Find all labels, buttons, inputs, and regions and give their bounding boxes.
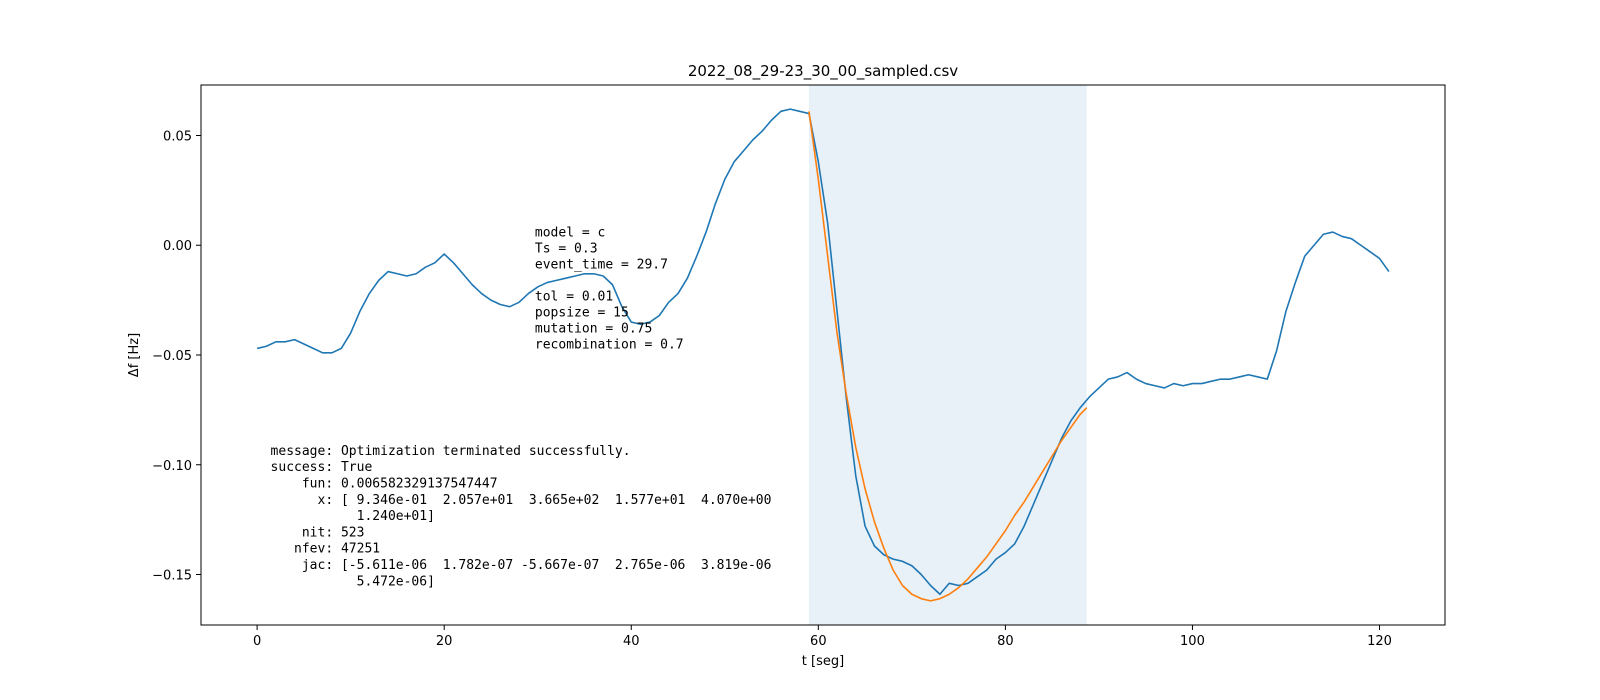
x-axis-label: t [seg] xyxy=(802,654,844,669)
param-line: popsize = 15 xyxy=(535,305,629,320)
y-tick-label: −0.10 xyxy=(152,459,192,474)
x-tick-label: 40 xyxy=(623,634,640,649)
x-tick-label: 20 xyxy=(436,634,453,649)
x-tick-label: 120 xyxy=(1367,634,1392,649)
series-line-1 xyxy=(808,111,1088,602)
param-line: event_time = 29.7 xyxy=(535,257,668,272)
result-line: message: Optimization terminated success… xyxy=(263,444,631,459)
shaded-region xyxy=(808,85,1087,625)
result-line: success: True xyxy=(263,460,373,475)
param-line: tol = 0.01 xyxy=(535,289,613,304)
y-tick-label: −0.05 xyxy=(152,349,192,364)
series-line-0 xyxy=(256,108,1390,596)
y-axis-label: Δf [Hz] xyxy=(127,333,142,377)
result-line: 1.240e+01] xyxy=(263,509,435,524)
y-tick-label: −0.15 xyxy=(152,569,192,584)
y-tick-label: 0.00 xyxy=(163,239,192,254)
result-line: nit: 523 xyxy=(263,525,365,540)
x-tick-label: 60 xyxy=(810,634,827,649)
result-line: jac: [-5.611e-06 1.782e-07 -5.667e-07 2.… xyxy=(263,558,772,573)
result-line: 5.472e-06] xyxy=(263,574,435,589)
param-line: Ts = 0.3 xyxy=(535,241,598,256)
plot-area xyxy=(201,85,1445,625)
result-line: x: [ 9.346e-01 2.057e+01 3.665e+02 1.577… xyxy=(263,493,772,508)
param-line: model = c xyxy=(535,225,605,240)
param-line: recombination = 0.7 xyxy=(535,337,684,352)
result-line: nfev: 47251 xyxy=(263,542,380,557)
x-tick-label: 100 xyxy=(1180,634,1205,649)
axes: 0 20 40 60 80 100 120 0.05 0.00 −0.05 −0.10 −0.15 20… xyxy=(127,62,1446,669)
x-tick-label: 0 xyxy=(253,634,261,649)
x-tick-label: 80 xyxy=(997,634,1014,649)
y-tick-label: 0.05 xyxy=(163,129,192,144)
chart-title: 2022_08_29-23_30_00_sampled.csv xyxy=(688,62,958,81)
param-line: mutation = 0.75 xyxy=(535,321,652,336)
result-line: fun: 0.006582329137547447 xyxy=(263,476,498,491)
